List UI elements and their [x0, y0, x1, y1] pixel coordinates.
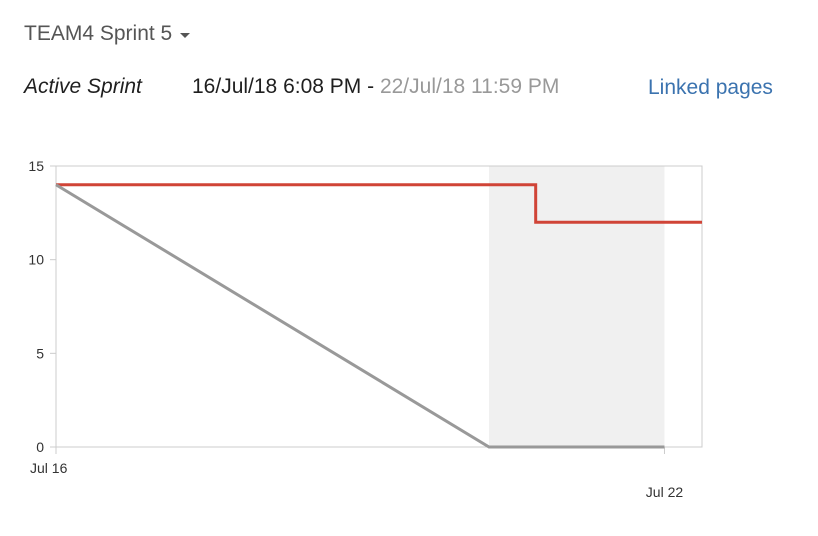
- sprint-name: TEAM4 Sprint 5: [24, 22, 173, 45]
- guideline-line: [55, 183, 665, 449]
- y-tick-label: 10: [28, 252, 44, 268]
- sprint-state: Active Sprint: [24, 75, 142, 98]
- y-tick-label: 0: [36, 439, 44, 455]
- burndown-chart-svg: 0 5 10 15 Jul 16 Jul 22: [28, 158, 703, 500]
- burndown-chart: 0 5 10 15 Jul 16 Jul 22: [0, 130, 818, 536]
- sprint-end-date: 22/Jul/18 11:59 PM: [379, 75, 560, 98]
- linked-pages-link[interactable]: Linked pages: [648, 76, 773, 99]
- x-tick-label: Jul 16: [30, 460, 68, 476]
- remaining-values-line: [56, 183, 702, 224]
- x-tick-label: Jul 22: [646, 484, 684, 500]
- sprint-dates: 16/Jul/18 6:08 PM - 22/Jul/18 11:59 PM: [192, 75, 559, 99]
- sprint-selector[interactable]: TEAM4 Sprint 5: [24, 22, 191, 46]
- chevron-down-icon: [180, 32, 191, 38]
- sprint-meta: Active Sprint 16/Jul/18 6:08 PM - 22/Jul…: [24, 75, 804, 103]
- plot-frame: [55, 165, 703, 448]
- y-tick-label: 15: [28, 158, 44, 174]
- non-working-days-band: [489, 166, 665, 447]
- date-separator: -: [361, 75, 380, 98]
- sprint-start-date: 16/Jul/18 6:08 PM: [192, 75, 362, 98]
- y-tick-label: 5: [36, 345, 44, 361]
